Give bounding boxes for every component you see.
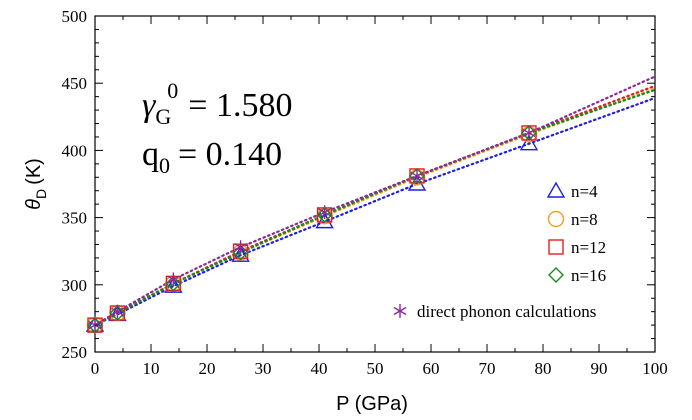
legend-label: n=4 [571, 182, 598, 201]
gamma-value: = 1.580 [188, 87, 292, 124]
q-sub: 0 [159, 153, 170, 178]
data-point [234, 240, 248, 255]
tick-labels: 0 10 20 30 40 50 60 70 80 90 100 250 300 350 400 450 500 [62, 7, 668, 378]
q-value: = 0.140 [178, 136, 282, 173]
x-tick-label: 60 [423, 359, 440, 378]
x-tick-label: 70 [479, 359, 496, 378]
y-axis-title-symbol: θ [23, 199, 45, 210]
data-point [166, 272, 180, 287]
x-tick-label: 20 [199, 359, 216, 378]
fit-line-0 [93, 96, 657, 327]
legend: n=4 n=8 n=12 n=16 direct phonon calculations [393, 181, 606, 321]
y-tick-label: 250 [62, 343, 88, 362]
legend-label: n=8 [571, 210, 598, 229]
legend-marker [393, 304, 407, 318]
legend-marker [547, 210, 565, 228]
legend-label: n=12 [571, 238, 606, 257]
data-point [109, 305, 126, 322]
x-tick-label: 100 [642, 359, 668, 378]
fit-line-1 [93, 87, 657, 327]
legend-label: n=16 [571, 266, 606, 285]
y-axis-title-sub: D [33, 189, 49, 199]
fit-line-4 [93, 75, 657, 327]
x-axis-title: P (GPa) [336, 393, 408, 415]
data-point [318, 205, 332, 220]
axis-ticks [94, 15, 656, 353]
data-point [231, 245, 250, 262]
y-tick-label: 450 [62, 74, 88, 93]
y-axis-title-unit: (K) [23, 158, 45, 185]
y-tick-label: 400 [62, 141, 88, 160]
gamma-sub: G [155, 104, 171, 129]
legend-marker [546, 181, 566, 198]
data-point [519, 134, 539, 151]
q-symbol: q [142, 136, 159, 173]
x-tick-label: 90 [591, 359, 608, 378]
legend-marker [548, 239, 564, 255]
y-tick-label: 300 [62, 276, 88, 295]
y-tick-label: 350 [62, 209, 88, 228]
y-tick-label: 500 [62, 7, 88, 26]
data-point [316, 206, 333, 223]
data-point [165, 275, 182, 292]
x-tick-label: 80 [535, 359, 552, 378]
gamma-symbol: γ [142, 87, 157, 124]
x-tick-label: 50 [367, 359, 384, 378]
x-tick-label: 0 [91, 359, 100, 378]
x-tick-label: 30 [255, 359, 272, 378]
data-point [410, 168, 424, 183]
data-point [315, 212, 334, 229]
svg-text:θD(K): θD (K) [23, 158, 49, 210]
gamma-sup: 0 [167, 78, 178, 103]
data-point [522, 125, 536, 140]
fit-lines [93, 75, 657, 327]
q-annotation: q0 = 0.140 [142, 136, 282, 178]
x-tick-label: 10 [143, 359, 160, 378]
x-tick-label: 40 [311, 359, 328, 378]
legend-marker [548, 267, 564, 283]
data-point [110, 304, 124, 319]
y-axis-title: θD (K) [23, 158, 49, 210]
svg-text:γG0= 1.580: γG0 = 1.580 [142, 78, 292, 129]
legend-label: direct phonon calculations [417, 302, 596, 321]
gamma-annotation: γG0 = 1.580 [142, 78, 292, 129]
svg-text:q0= 0.140: q0 = 0.140 [142, 136, 282, 178]
data-point [164, 276, 183, 293]
